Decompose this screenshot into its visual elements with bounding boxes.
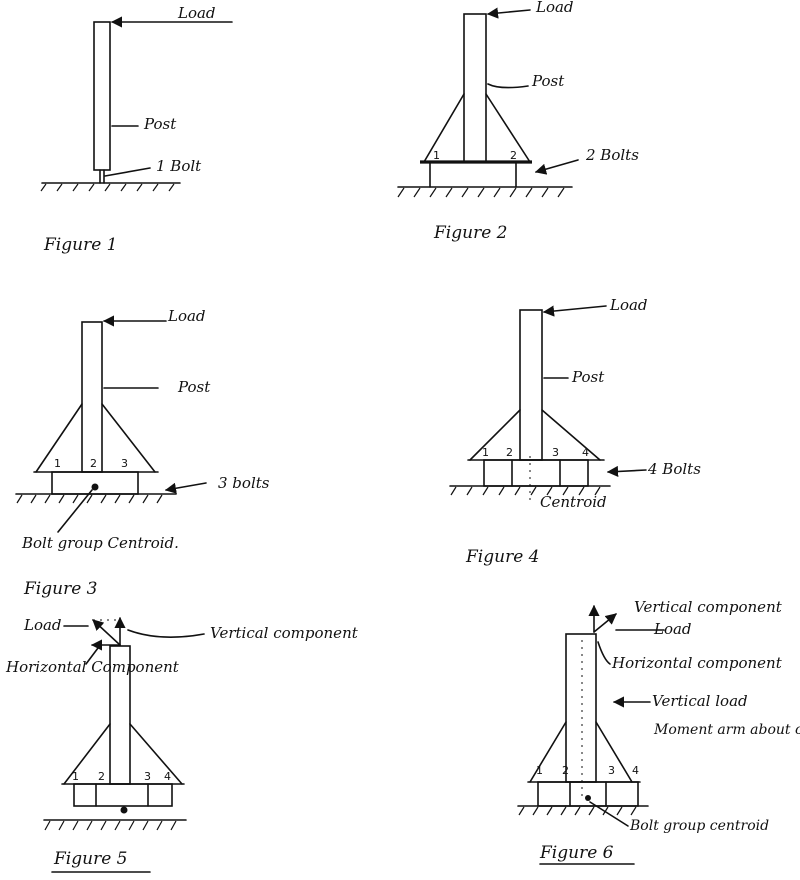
load-label: Load <box>23 616 62 634</box>
ground-hatch <box>397 187 565 198</box>
figure-5: Load Vertical component Horizontal Compo… <box>5 616 359 873</box>
gusset-left <box>529 721 567 783</box>
bolt-number: 1 <box>54 457 61 470</box>
gusset-left <box>423 93 465 163</box>
bolt-number: 2 <box>98 770 105 783</box>
bolt-number: 1 <box>482 446 489 459</box>
bolts-arrow <box>606 465 647 478</box>
bolt-number: 2 <box>506 446 513 459</box>
base-block <box>483 459 589 487</box>
figure-4: Load 1 2 3 4 Post 4 Bolts Centroid Figur… <box>449 296 701 567</box>
figure-4-caption: Figure 4 <box>465 547 539 567</box>
vertical-label: Vertical component <box>634 598 783 616</box>
centroid-label: Bolt group Centroid. <box>21 534 179 552</box>
bolts-label: 4 Bolts <box>647 460 701 478</box>
gusset-right <box>485 93 531 163</box>
load-arrow <box>542 305 607 317</box>
bolt-group-centroid <box>120 806 128 814</box>
bolt-group-centroid <box>585 795 591 801</box>
centroid-label: Centroid <box>540 493 607 511</box>
figure-5-caption: Figure 5 <box>53 849 127 869</box>
ground-hatch <box>518 806 637 816</box>
load-label: Load <box>535 0 574 16</box>
bolt-number: 1 <box>536 764 543 777</box>
gusset-right <box>101 403 156 473</box>
figure-2-caption: Figure 2 <box>433 223 507 243</box>
bolts-label: 3 bolts <box>218 474 270 492</box>
load-label: Load <box>177 4 216 22</box>
bolt-number: 3 <box>144 770 151 783</box>
bolt-number: 1 <box>72 770 79 783</box>
bolt-number: 1 <box>433 149 440 162</box>
load-arrow <box>92 619 121 646</box>
load-label: Load <box>653 620 692 638</box>
bolt-number: 2 <box>90 457 97 470</box>
gusset-left <box>63 723 111 785</box>
base-block <box>73 783 173 807</box>
figure-2: Load 1 2 Post 2 Bolts Figure 2 <box>397 0 639 243</box>
ground-hatch <box>16 494 163 504</box>
vertical-load-label: Vertical load <box>652 692 748 710</box>
post <box>519 309 543 461</box>
figure-3-caption: Figure 3 <box>23 579 97 599</box>
load-label: Load <box>609 296 648 314</box>
bolt-number: 3 <box>608 764 615 777</box>
bolt-number: 4 <box>582 446 589 459</box>
load-arrow <box>486 7 531 19</box>
bolts-arrow <box>164 482 207 494</box>
figure-3: Load 1 2 3 Post 3 bolts Bolt group Centr… <box>15 307 270 599</box>
ground-hatch <box>450 486 601 496</box>
ground-hatch <box>40 183 175 192</box>
bolts-label: 2 Bolts <box>585 146 639 164</box>
figure-6: Vertical component Load Horizontal compo… <box>517 598 800 865</box>
bolts-arrow <box>534 159 579 175</box>
horizontal-label: Horizontal Component <box>5 658 180 676</box>
post-label: Post <box>531 72 565 90</box>
load-arrow <box>593 613 617 633</box>
figure-1: Load Post 1 Bolt Figure 1 <box>40 4 233 255</box>
gusset-right <box>129 723 183 785</box>
gusset-left <box>35 403 83 473</box>
post-label: Post <box>143 115 177 133</box>
post-label: Post <box>177 378 211 396</box>
post <box>565 633 597 783</box>
figure-1-caption: Figure 1 <box>43 235 117 255</box>
base-block <box>537 781 639 807</box>
horizontal-label: Horizontal component <box>611 654 783 672</box>
post <box>93 21 111 171</box>
bolt-group-centroid <box>91 483 99 491</box>
post <box>463 13 487 163</box>
bolt-number: 3 <box>121 457 128 470</box>
post <box>81 321 103 473</box>
bolt-label: 1 Bolt <box>156 157 202 175</box>
vertical-label: Vertical component <box>210 624 359 642</box>
centroid-label: Bolt group centroid <box>629 818 769 834</box>
ground-hatch <box>44 820 177 831</box>
bolt-number: 2 <box>562 764 569 777</box>
bolt-number: 4 <box>164 770 171 783</box>
gusset-left <box>469 409 521 461</box>
bolt-number: 2 <box>510 149 517 162</box>
bolt-number: 4 <box>632 764 639 777</box>
moment-arm-label: Moment arm about centroid. <box>653 722 800 738</box>
load-label: Load <box>167 307 206 325</box>
gusset-right <box>595 721 633 783</box>
base-block <box>51 471 139 495</box>
post-label: Post <box>571 368 605 386</box>
figure-6-caption: Figure 6 <box>539 843 614 863</box>
gusset-right <box>541 409 601 461</box>
bolt-number: 3 <box>552 446 559 459</box>
